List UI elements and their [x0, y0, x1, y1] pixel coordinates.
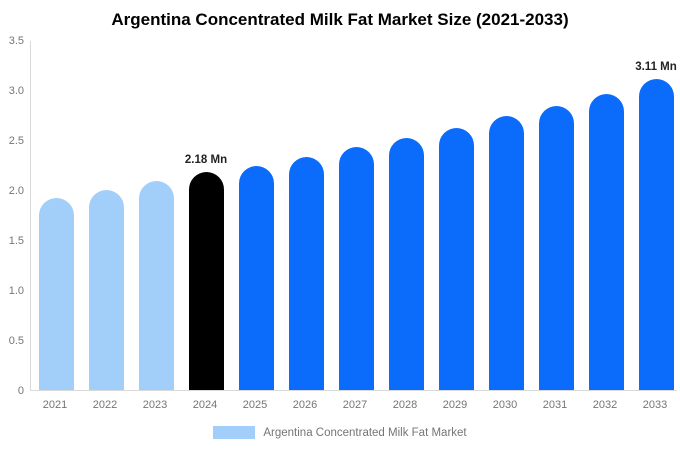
x-axis-tick-label-2029: 2029: [442, 399, 468, 411]
y-axis-tick-label: 0: [17, 385, 24, 397]
bar-2027[interactable]: [338, 147, 374, 390]
bar-2024[interactable]: [188, 172, 224, 390]
bar-2021[interactable]: [38, 198, 74, 390]
x-axis-tick-label-2033: 2033: [642, 399, 668, 411]
x-axis-tick-label-2025: 2025: [242, 399, 268, 411]
bar-2031[interactable]: [538, 106, 574, 390]
bar-2030[interactable]: [488, 116, 524, 390]
data-label-2033: 3.11 Mn: [635, 61, 677, 73]
x-axis-tick-label-2021: 2021: [42, 399, 68, 411]
bar-2028[interactable]: [388, 138, 424, 390]
x-axis-tick-label-2022: 2022: [92, 399, 118, 411]
x-axis-tick-label-2027: 2027: [342, 399, 368, 411]
y-axis-tick-label: 3.0: [8, 85, 24, 97]
bar-2025[interactable]: [238, 166, 274, 390]
y-axis-tick-label: 2.5: [8, 135, 24, 147]
y-axis-tick-label: 1.0: [8, 285, 24, 297]
y-axis-tick-label: 2.0: [8, 185, 24, 197]
y-axis-tick-label: 0.5: [8, 335, 24, 347]
bar-2022[interactable]: [88, 190, 124, 390]
y-axis-tick-label: 3.5: [8, 35, 24, 47]
chart-title: Argentina Concentrated Milk Fat Market S…: [111, 10, 569, 29]
bar-2029[interactable]: [438, 128, 474, 390]
bar-2023[interactable]: [138, 181, 174, 390]
x-axis-tick-label-2030: 2030: [492, 399, 518, 411]
plot-area: 2.18 Mn 3.11 Mn: [30, 41, 677, 391]
x-axis-tick-label-2031: 2031: [542, 399, 568, 411]
x-axis-tick-label-2024: 2024: [192, 399, 218, 411]
bar-2026[interactable]: [288, 157, 324, 390]
x-axis-tick-label-2026: 2026: [292, 399, 318, 411]
legend-label: Argentina Concentrated Milk Fat Market: [263, 426, 467, 439]
y-axis-tick-label: 1.5: [8, 235, 24, 247]
x-axis-tick-label-2028: 2028: [392, 399, 418, 411]
legend-swatch-icon: [213, 426, 256, 439]
bar-2032[interactable]: [588, 94, 624, 390]
data-label-2024: 2.18 Mn: [184, 154, 228, 166]
x-axis-tick-label-2023: 2023: [142, 399, 168, 411]
bar-2033[interactable]: [638, 79, 674, 390]
legend[interactable]: Argentina Concentrated Milk Fat Market: [0, 426, 680, 439]
x-axis-tick-label-2032: 2032: [592, 399, 618, 411]
